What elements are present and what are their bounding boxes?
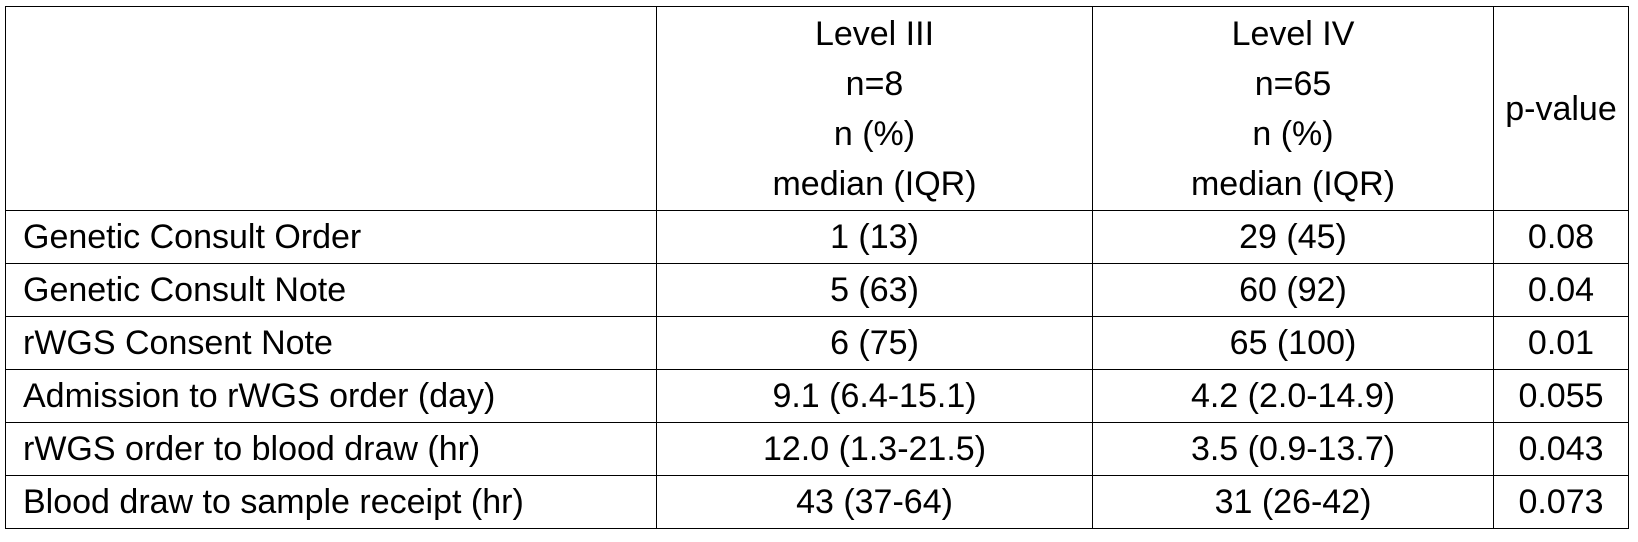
- p-value: 0.04: [1493, 263, 1629, 317]
- row-label: Blood draw to sample receipt (hr): [5, 475, 657, 529]
- level-iii-value: 1 (13): [656, 210, 1093, 264]
- row-label: rWGS order to blood draw (hr): [5, 422, 657, 476]
- table-row: Admission to rWGS order (day) 9.1 (6.4-1…: [5, 369, 1629, 423]
- p-value: 0.08: [1493, 210, 1629, 264]
- table-row: rWGS order to blood draw (hr) 12.0 (1.3-…: [5, 422, 1629, 476]
- row-label: Genetic Consult Order: [5, 210, 657, 264]
- table-row: Genetic Consult Note 5 (63) 60 (92) 0.04: [5, 263, 1629, 317]
- header-level-iii: Level III n=8 n (%) median (IQR): [656, 6, 1093, 211]
- level-iv-value: 4.2 (2.0-14.9): [1092, 369, 1494, 423]
- table-row: rWGS Consent Note 6 (75) 65 (100) 0.01: [5, 316, 1629, 370]
- level-iv-value: 60 (92): [1092, 263, 1494, 317]
- table-row: Genetic Consult Order 1 (13) 29 (45) 0.0…: [5, 210, 1629, 264]
- row-label: Genetic Consult Note: [5, 263, 657, 317]
- header-level-iv-unit-median: median (IQR): [1190, 164, 1396, 203]
- header-p-value: p-value: [1493, 6, 1629, 211]
- header-level-iv: Level IV n=65 n (%) median (IQR): [1092, 6, 1494, 211]
- header-level-iv-n: n=65: [1254, 64, 1332, 103]
- header-level-iv-title: Level IV: [1231, 14, 1355, 53]
- header-level-iii-unit-median: median (IQR): [772, 164, 977, 203]
- header-level-iii-title: Level III: [814, 14, 935, 53]
- header-level-iii-unit-pct: n (%): [833, 114, 916, 153]
- level-iii-value: 5 (63): [656, 263, 1093, 317]
- p-value: 0.01: [1493, 316, 1629, 370]
- level-iv-value: 29 (45): [1092, 210, 1494, 264]
- header-row: Level III n=8 n (%) median (IQR) Level I…: [5, 6, 1629, 211]
- row-label: Admission to rWGS order (day): [5, 369, 657, 423]
- comparison-table: Level III n=8 n (%) median (IQR) Level I…: [5, 6, 1629, 529]
- header-level-iii-n: n=8: [845, 64, 904, 103]
- level-iv-value: 3.5 (0.9-13.7): [1092, 422, 1494, 476]
- header-level-iv-unit-pct: n (%): [1252, 114, 1334, 153]
- table-row: Blood draw to sample receipt (hr) 43 (37…: [5, 475, 1629, 529]
- level-iii-value: 6 (75): [656, 316, 1093, 370]
- level-iv-value: 65 (100): [1092, 316, 1494, 370]
- p-value: 0.043: [1493, 422, 1629, 476]
- header-blank-cell: [5, 6, 657, 211]
- level-iii-value: 43 (37-64): [656, 475, 1093, 529]
- level-iv-value: 31 (26-42): [1092, 475, 1494, 529]
- level-iii-value: 9.1 (6.4-15.1): [656, 369, 1093, 423]
- level-iii-value: 12.0 (1.3-21.5): [656, 422, 1093, 476]
- p-value: 0.055: [1493, 369, 1629, 423]
- p-value: 0.073: [1493, 475, 1629, 529]
- row-label: rWGS Consent Note: [5, 316, 657, 370]
